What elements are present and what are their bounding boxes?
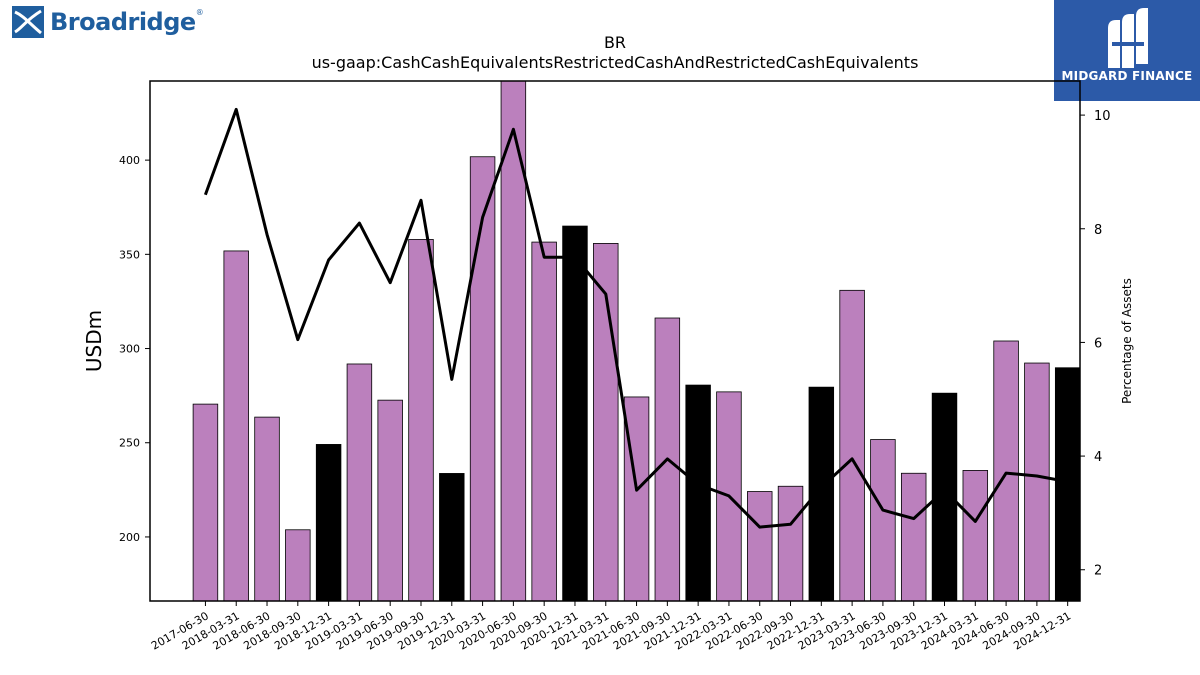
y2-tick-label: 8: [1094, 223, 1102, 238]
bar: [254, 416, 280, 602]
bar: [285, 529, 311, 602]
plot-frame: [149, 80, 1081, 602]
bar: [993, 340, 1019, 602]
y2-tick-label: 4: [1094, 450, 1102, 465]
broadridge-logo: Broadridge®: [12, 6, 204, 42]
midgard-finance-logo: MIDGARD FINANCE: [1054, 0, 1200, 101]
bar: [315, 444, 342, 602]
midgard-logo-text: MIDGARD FINANCE: [1061, 69, 1193, 83]
bar: [747, 491, 773, 602]
broadridge-logo-tm: ®: [195, 8, 204, 17]
y2-tick-label: 6: [1094, 336, 1102, 351]
bar: [1054, 367, 1081, 602]
y2-axis-label: Percentage of Assets: [1120, 278, 1134, 404]
percentage-line: [203, 107, 1068, 529]
broadridge-logo-text: Broadridge: [50, 8, 196, 36]
bar: [808, 386, 835, 602]
bar: [777, 485, 804, 602]
y-tick-label: 400: [119, 154, 140, 167]
bar: [408, 239, 434, 602]
bar-series: [192, 80, 1081, 602]
y2-tick-label: 2: [1094, 564, 1102, 579]
chart-subtitle: us-gaap:CashCashEquivalentsRestrictedCas…: [312, 53, 919, 72]
bar: [531, 241, 557, 602]
bar: [870, 439, 896, 602]
bar: [685, 384, 711, 602]
chart-title: BR: [604, 33, 626, 52]
y-tick-label: 300: [119, 343, 140, 356]
bar: [562, 225, 588, 602]
bar: [439, 473, 465, 602]
line-series: [203, 107, 1068, 529]
bar: [346, 363, 373, 602]
bar: [839, 289, 865, 602]
bar: [469, 156, 496, 602]
y-axis-label: USDm: [82, 310, 106, 372]
y2-tick-label: 10: [1094, 109, 1111, 124]
y-tick-label: 250: [119, 437, 140, 450]
midgard-logo-icon: [1108, 8, 1148, 68]
broadridge-logo-icon: [12, 6, 44, 38]
bar: [223, 250, 249, 602]
bar: [192, 403, 219, 602]
y-tick-label: 350: [119, 248, 140, 261]
bar: [900, 472, 927, 602]
bar: [377, 399, 403, 602]
bar: [962, 470, 989, 602]
y-tick-label: 200: [119, 531, 140, 544]
bar: [1024, 362, 1050, 602]
